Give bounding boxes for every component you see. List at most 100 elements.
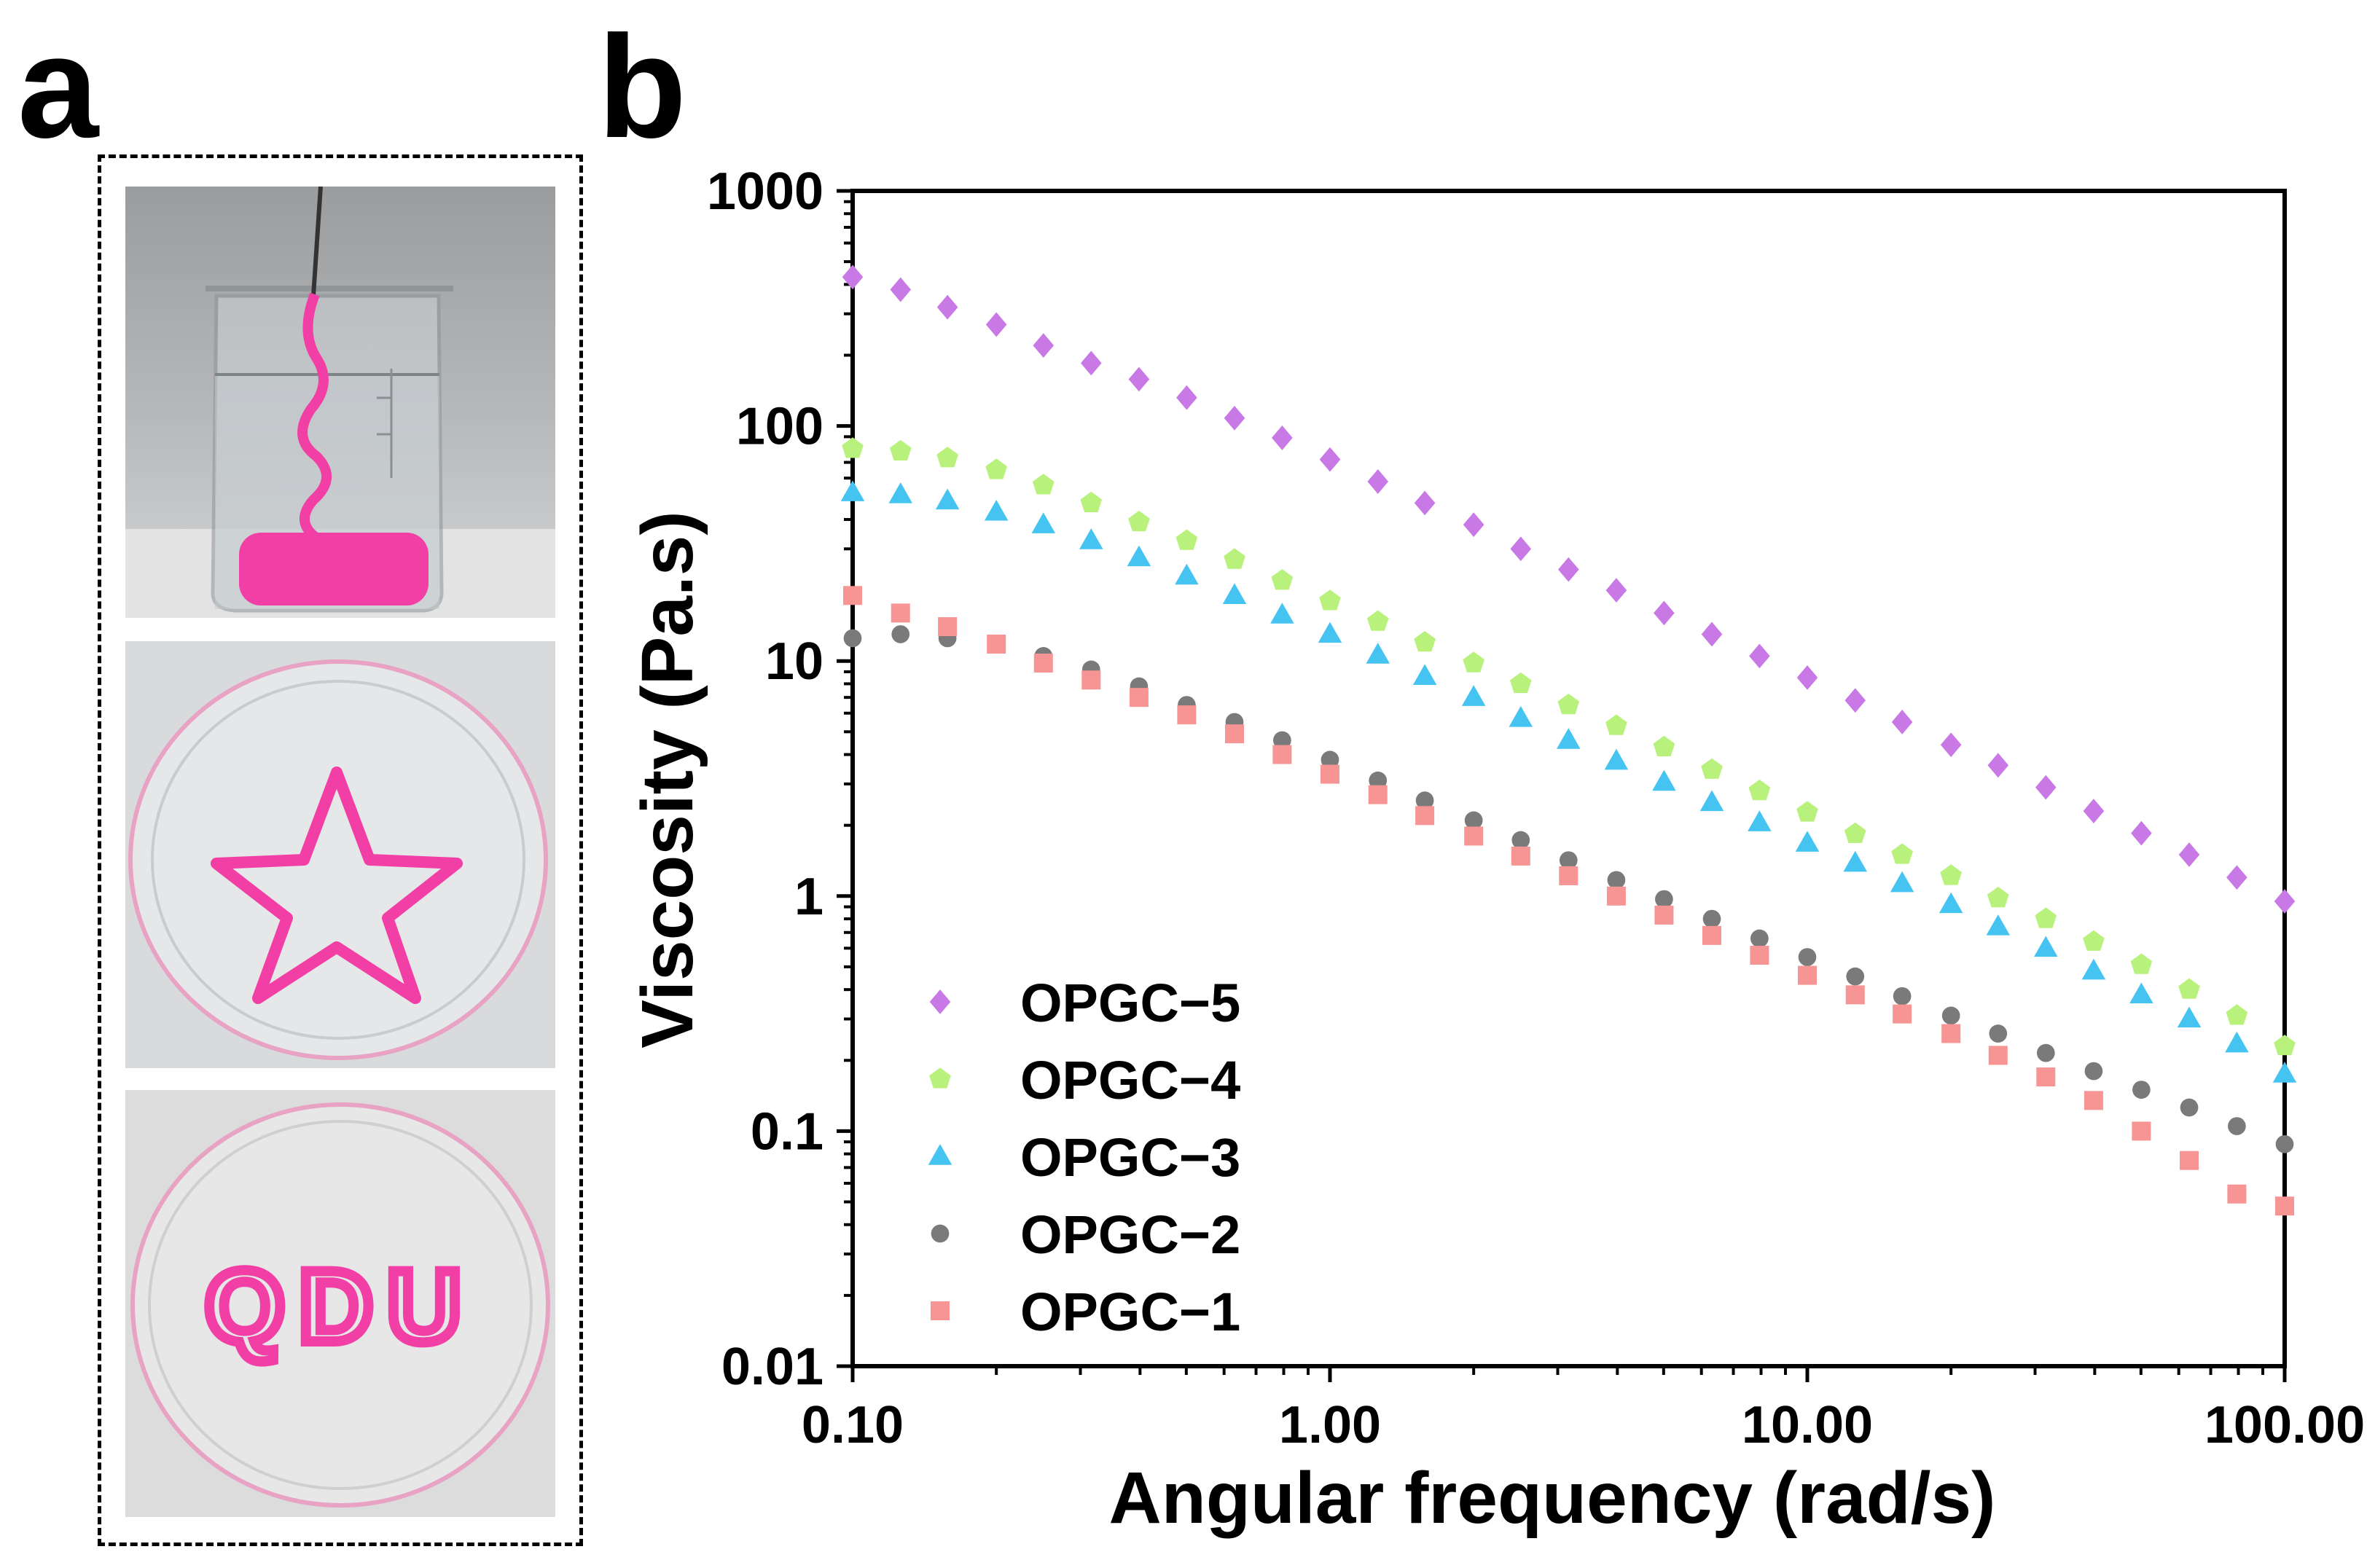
data-point: [1273, 731, 1291, 750]
data-point: [1032, 474, 1055, 495]
data-point: [2036, 1067, 2056, 1087]
data-point: [1653, 735, 1675, 757]
data-point: [1080, 491, 1103, 512]
data-point: [1654, 905, 1674, 925]
data-point: [1844, 688, 1866, 713]
y-axis-title: Viscosity (Pa.s): [627, 511, 708, 1048]
data-point: [2034, 936, 2058, 957]
data-point: [1318, 622, 1342, 643]
data-point: [1845, 985, 1865, 1005]
data-point: [1224, 405, 1245, 431]
data-point: [1941, 1006, 1960, 1025]
data-point: [2178, 978, 2200, 999]
series-opgc-1: [843, 586, 2294, 1216]
data-point: [1176, 385, 1197, 410]
data-point: [1749, 643, 1770, 669]
data-point: [1177, 705, 1197, 725]
data-point: [1224, 548, 1245, 569]
data-point: [1702, 925, 1722, 945]
data-point: [1225, 724, 1245, 744]
data-point: [843, 629, 862, 648]
panel-label-a: a: [17, 6, 99, 168]
data-point: [2228, 1117, 2246, 1135]
data-point: [843, 586, 862, 605]
data-point: [1748, 779, 1771, 801]
data-point: [1414, 490, 1436, 516]
data-point: [2035, 775, 2057, 800]
y-tick-label: 1000: [707, 162, 823, 221]
data-point: [1175, 563, 1199, 585]
data-point: [1033, 333, 1055, 358]
data-point: [1511, 831, 1530, 850]
data-point: [1367, 469, 1389, 494]
data-point: [1796, 801, 1818, 822]
data-point: [1989, 1024, 2008, 1043]
data-point: [936, 447, 958, 468]
data-point: [2084, 1091, 2103, 1110]
data-point: [935, 488, 960, 510]
panel-label-b: b: [598, 6, 687, 168]
qdu-text: QDU: [205, 1249, 475, 1363]
data-point: [985, 312, 1007, 337]
beaker-illustration: [125, 187, 555, 618]
data-point: [2226, 1004, 2248, 1025]
data-point: [1938, 892, 1963, 914]
x-tick-label: 0.10: [802, 1396, 904, 1454]
data-point: [1272, 745, 1292, 764]
x-axis-title: Angular frequency (rad/s): [1109, 1457, 1996, 1539]
legend-label: OPGC−4: [1020, 1050, 1240, 1110]
data-point: [840, 480, 865, 501]
data-point: [987, 635, 1006, 654]
photo-beaker-injection: [125, 187, 555, 618]
photo-petri-qdu: QDU: [125, 1090, 555, 1517]
data-point: [1893, 1004, 1912, 1024]
legend-marker: [928, 1144, 952, 1165]
data-point: [1557, 694, 1580, 715]
data-point: [1798, 965, 1817, 985]
data-point: [1796, 665, 1818, 690]
data-point: [1366, 643, 1390, 664]
data-point: [1893, 987, 1912, 1006]
data-point: [1701, 622, 1723, 647]
data-point: [1843, 850, 1867, 872]
data-point: [2036, 1043, 2055, 1062]
data-point: [985, 458, 1007, 479]
data-point: [1652, 769, 1676, 791]
data-point: [1557, 728, 1581, 749]
data-point: [2178, 842, 2200, 867]
data-point: [1511, 846, 1530, 866]
series-opgc-5: [842, 264, 2296, 914]
data-point: [1222, 583, 1247, 604]
axis-ticks: 0.10 1.00 10.00 100.00 0.01 0.1 1 10 100 1000: [707, 162, 2365, 1454]
legend: OPGC−5 OPGC−4 OPGC−3 OPGC−2 OPGC−1: [928, 973, 1240, 1342]
data-point: [2081, 958, 2106, 980]
series-opgc-4: [842, 437, 2296, 1056]
data-point: [2131, 820, 2152, 846]
data-point: [1559, 866, 1578, 885]
data-point: [2275, 1196, 2294, 1216]
data-point: [2132, 1081, 2151, 1099]
data-point: [1321, 764, 1339, 784]
data-point: [1175, 529, 1198, 550]
data-point: [1701, 758, 1723, 779]
data-point: [1699, 790, 1724, 812]
plot-area: [850, 189, 2287, 1368]
data-point: [936, 294, 958, 320]
legend-label: OPGC−2: [1020, 1204, 1240, 1265]
data-point: [1987, 887, 2009, 908]
data-point: [888, 482, 912, 503]
data-point: [1606, 886, 1626, 906]
data-point: [1940, 864, 1962, 885]
data-point: [1369, 771, 1388, 790]
data-point: [2130, 953, 2153, 974]
data-point: [1080, 350, 1102, 376]
data-point: [1702, 909, 1721, 928]
data-point: [1319, 447, 1341, 472]
data-point: [2083, 930, 2105, 951]
photo-panel-frame: [98, 154, 583, 1546]
data-point: [2083, 799, 2105, 824]
data-point: [1127, 545, 1151, 567]
data-point: [2225, 1031, 2249, 1053]
data-point: [1464, 811, 1483, 830]
data-point: [1031, 512, 1056, 533]
